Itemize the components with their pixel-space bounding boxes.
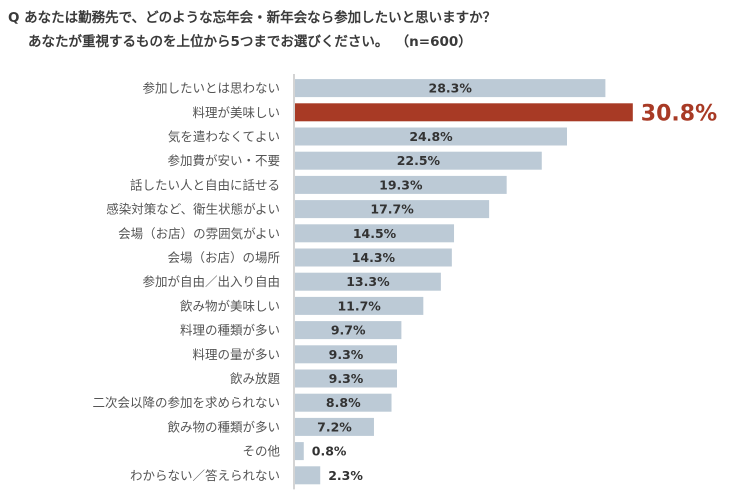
question-line-2-text: あなたが重視するものを上位から5つまでお選びください。 — [28, 34, 389, 50]
value-label: 8.8% — [326, 395, 361, 410]
value-label: 14.5% — [353, 226, 397, 241]
value-label: 7.2% — [317, 419, 352, 434]
bar — [295, 369, 397, 388]
value-label: 9.3% — [329, 347, 364, 362]
category-label: 料理が美味しい — [192, 105, 280, 120]
question-line-2: あなたが重視するものを上位から5つまでお選びください。 （n=600） — [8, 30, 736, 54]
value-label: 19.3% — [379, 177, 423, 192]
category-label: 会場（お店）の場所 — [167, 250, 280, 265]
bar — [295, 321, 402, 340]
sample-size: （n=600） — [402, 34, 472, 50]
category-label: 気を遣わなくてよい — [168, 129, 280, 144]
category-label: 感染対策など、衛生状態がよい — [106, 202, 280, 217]
bar — [295, 151, 542, 170]
bar — [295, 200, 490, 219]
bar — [295, 272, 441, 291]
value-label: 11.7% — [337, 298, 381, 313]
bar — [295, 127, 567, 146]
category-label: 飲み物が美味しい — [180, 298, 280, 313]
value-label: 24.8% — [409, 129, 453, 144]
value-label: 0.8% — [312, 444, 347, 459]
value-label: 17.7% — [370, 202, 414, 217]
value-label: 9.7% — [331, 323, 366, 338]
bar — [295, 224, 455, 243]
bar — [295, 417, 374, 436]
bar — [295, 345, 397, 364]
category-label: 話したい人と自由に話せる — [130, 177, 280, 192]
bar — [295, 296, 424, 315]
value-label: 13.3% — [346, 274, 390, 289]
value-label: 30.8% — [641, 101, 717, 126]
category-label: 参加費が安い・不要 — [167, 153, 280, 168]
category-label: 参加したいとは思わない — [142, 81, 280, 96]
category-label: その他 — [242, 444, 280, 459]
value-label: 9.3% — [329, 371, 364, 386]
bar — [295, 442, 304, 461]
value-label: 28.3% — [429, 81, 473, 96]
category-label: 二次会以降の参加を求められない — [92, 395, 280, 410]
bar — [295, 79, 606, 98]
question-line-1: Q あなたは勤務先で、どのような忘年会・新年会なら参加したいと思いますか？ — [8, 10, 497, 26]
category-label: 会場（お店）の雰囲気がよい — [118, 226, 280, 241]
bar — [295, 248, 452, 267]
bar-highlight — [295, 103, 633, 122]
value-label: 22.5% — [397, 153, 441, 168]
category-label: 料理の種類が多い — [180, 323, 280, 338]
bar — [295, 393, 392, 412]
chart-title: Q あなたは勤務先で、どのような忘年会・新年会なら参加したいと思いますか？ あな… — [8, 6, 736, 54]
value-label: 2.3% — [328, 468, 363, 483]
category-label: 飲み物の種類が多い — [167, 419, 280, 434]
bar — [295, 466, 321, 485]
bar — [295, 175, 507, 194]
category-label: わからない／答えられない — [130, 468, 280, 483]
category-label: 参加が自由／出入り自由 — [142, 274, 280, 289]
category-label: 飲み放題 — [230, 371, 281, 386]
category-label: 料理の量が多い — [192, 347, 280, 362]
value-label: 14.3% — [352, 250, 396, 265]
